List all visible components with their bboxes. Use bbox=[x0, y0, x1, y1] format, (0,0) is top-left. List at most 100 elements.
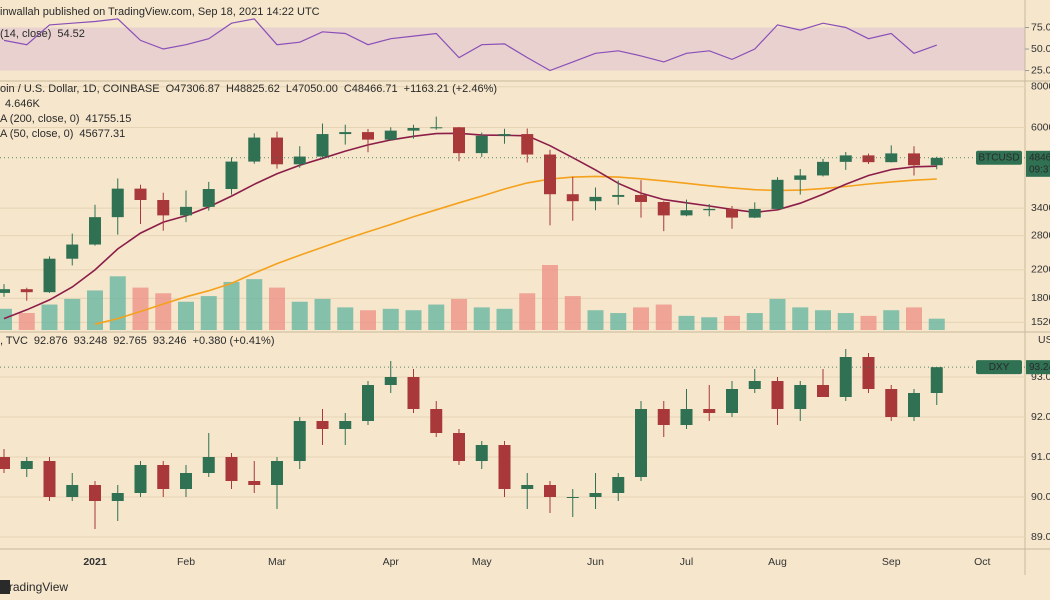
y-tick-label: 18000 bbox=[1031, 292, 1050, 304]
volume-bar bbox=[360, 310, 376, 330]
ma-value: 41755.15 bbox=[86, 113, 132, 125]
candle-body bbox=[453, 433, 465, 461]
candle-body bbox=[384, 130, 397, 140]
indicator-value: 54.52 bbox=[57, 28, 85, 40]
candle-body bbox=[726, 208, 738, 218]
volume-bar bbox=[655, 304, 672, 330]
candle-body bbox=[703, 208, 716, 211]
volume-bar bbox=[633, 307, 649, 330]
volume-bar bbox=[269, 287, 285, 330]
symbol-tag bbox=[976, 360, 1022, 375]
volume-bar bbox=[678, 315, 695, 330]
candle-body bbox=[316, 421, 329, 429]
x-tick-label: Mar bbox=[268, 556, 287, 568]
volume-bar bbox=[132, 287, 149, 330]
candle-body bbox=[202, 189, 215, 207]
candle-body bbox=[839, 357, 852, 397]
y-tick-label: 92.00 bbox=[1031, 411, 1050, 423]
ohlc-value: 92.876 bbox=[34, 335, 68, 347]
candle-body bbox=[248, 137, 261, 162]
ohlc-value: L47050.00 bbox=[286, 83, 338, 95]
volume-bar bbox=[178, 301, 194, 330]
volume-value: 4.646K bbox=[5, 98, 41, 110]
candle-body bbox=[544, 154, 556, 195]
candle-body bbox=[908, 393, 920, 417]
candle-body bbox=[293, 156, 306, 165]
candle-body bbox=[89, 217, 101, 245]
candle-body bbox=[862, 155, 875, 163]
ohlc-value: 93.246 bbox=[153, 335, 187, 347]
price-tag-value: 48466.71 bbox=[1029, 152, 1050, 163]
volume-bar bbox=[610, 313, 627, 330]
candle-body bbox=[20, 289, 33, 293]
candle-body bbox=[612, 194, 625, 197]
x-tick-label: May bbox=[472, 556, 493, 568]
ma-name: A (50, close, 0) bbox=[0, 128, 73, 140]
candle-body bbox=[384, 377, 397, 385]
candle-body bbox=[930, 367, 943, 393]
y-tick-label: 60000 bbox=[1031, 121, 1050, 133]
y-tick-label: 34000 bbox=[1031, 202, 1050, 214]
candle-body bbox=[202, 457, 215, 473]
ohlc-value: 93.248 bbox=[74, 335, 108, 347]
volume-bar bbox=[746, 313, 763, 330]
ohlc-value: 92.765 bbox=[113, 335, 147, 347]
candle-body bbox=[748, 381, 761, 389]
volume-bar bbox=[41, 304, 58, 330]
y-tick-label: 28000 bbox=[1031, 229, 1050, 241]
candle-body bbox=[407, 377, 420, 409]
indicator-name: (14, close) bbox=[0, 28, 51, 40]
volume-bar bbox=[64, 298, 81, 330]
y-tick-label: 22000 bbox=[1031, 264, 1050, 276]
candle-body bbox=[771, 179, 784, 209]
volume-bar bbox=[223, 281, 240, 330]
volume-bar bbox=[906, 307, 922, 330]
candle-body bbox=[885, 389, 898, 417]
volume-bar bbox=[109, 276, 126, 330]
x-tick-label: 2021 bbox=[83, 556, 107, 568]
y-tick-label: 50.00 bbox=[1031, 43, 1050, 55]
x-tick-label: Jun bbox=[587, 556, 604, 568]
ma-value: 45677.31 bbox=[79, 128, 125, 140]
y-tick-label: 80000 bbox=[1031, 80, 1050, 92]
candle-body bbox=[0, 289, 10, 293]
candle-body bbox=[293, 421, 306, 461]
candle-body bbox=[271, 137, 283, 165]
candle-body bbox=[475, 135, 488, 154]
volume-bar bbox=[792, 307, 809, 330]
candle-body bbox=[430, 409, 443, 433]
candle-body bbox=[657, 201, 670, 216]
volume-bar bbox=[428, 304, 445, 330]
volume-bar bbox=[18, 313, 35, 330]
publisher-line: inwallah published on TradingView.com, S… bbox=[0, 6, 320, 18]
candle-body bbox=[0, 457, 10, 469]
volume-bar bbox=[451, 298, 467, 330]
volume-bar bbox=[0, 308, 12, 330]
candle-body bbox=[862, 357, 875, 389]
moving-average bbox=[94, 175, 937, 325]
price-tag-countdown: 09:37 bbox=[1029, 164, 1050, 175]
volume-bar bbox=[837, 313, 854, 330]
candle-body bbox=[566, 497, 579, 498]
volume-bar bbox=[542, 265, 558, 330]
x-tick-label: Jul bbox=[680, 556, 693, 568]
candle-body bbox=[771, 381, 784, 409]
candle-body bbox=[89, 485, 101, 501]
rsi-line bbox=[3, 18, 938, 72]
candle-body bbox=[657, 409, 670, 425]
candle-body bbox=[589, 493, 602, 497]
volume-bar bbox=[87, 290, 103, 330]
x-tick-label: Apr bbox=[383, 556, 400, 568]
candle-body bbox=[271, 461, 283, 485]
x-tick-label: Oct bbox=[974, 556, 990, 568]
candle-body bbox=[134, 465, 147, 493]
price-tag-value: 93.246 bbox=[1029, 362, 1050, 373]
volume-bar bbox=[314, 298, 331, 330]
candle-body bbox=[680, 210, 693, 216]
volume-bar bbox=[200, 296, 217, 330]
volume-bar bbox=[564, 296, 581, 330]
candle-body bbox=[726, 389, 738, 413]
candle-body bbox=[316, 134, 329, 157]
volume-bar bbox=[519, 293, 536, 330]
volume-bar bbox=[587, 310, 604, 330]
